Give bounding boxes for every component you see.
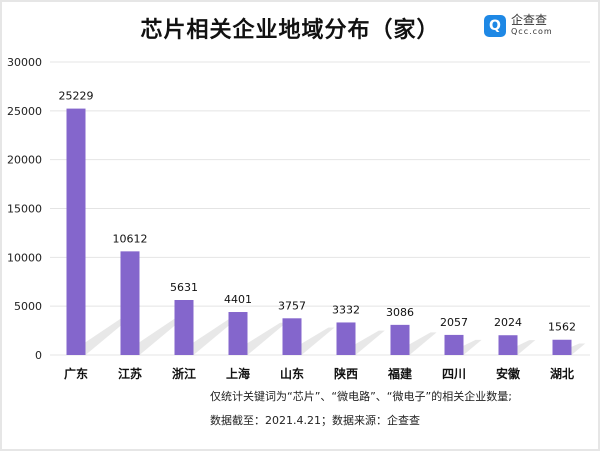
data-label: 1562 [548, 321, 576, 334]
bar [336, 322, 356, 355]
logo-name: 企查查 [511, 13, 548, 27]
x-tick-label: 安徽 [496, 366, 521, 381]
bar [282, 318, 302, 355]
x-tick-label: 四川 [442, 367, 466, 381]
x-tick-label: 浙江 [172, 366, 196, 381]
data-label: 3086 [386, 306, 414, 319]
y-tick-label: 20000 [7, 154, 42, 167]
bar [120, 251, 140, 355]
y-tick-label: 10000 [7, 251, 42, 264]
x-tick-label: 广东 [64, 366, 88, 381]
data-label: 2057 [440, 316, 468, 329]
y-tick-label: 15000 [7, 203, 42, 216]
y-tick-label: 25000 [7, 105, 42, 118]
bar [390, 324, 410, 355]
bar [552, 339, 572, 355]
data-label: 2024 [494, 316, 522, 329]
chart-title: 芯片相关企业地域分布（家） [140, 18, 440, 43]
data-label: 25229 [59, 90, 94, 103]
x-tick-label: 上海 [226, 366, 250, 381]
logo-url: Qcc.com [511, 27, 553, 36]
data-label: 3332 [332, 303, 360, 316]
x-tick-label: 福建 [387, 366, 413, 381]
x-tick-label: 山东 [280, 366, 304, 381]
y-tick-label: 0 [35, 349, 42, 362]
bar [174, 300, 194, 355]
y-tick-label: 30000 [7, 56, 42, 69]
y-tick-label: 5000 [14, 300, 42, 313]
logo-badge-icon: Q [484, 15, 506, 37]
bar [66, 108, 86, 355]
x-tick-label: 湖北 [550, 366, 574, 381]
x-tick-label: 陕西 [334, 366, 358, 381]
x-tick-label: 江苏 [118, 366, 142, 381]
footnote-scope: 仅统计关键词为“芯片”、“微电路”、“微电子”的相关企业数量; [210, 390, 512, 403]
bar [228, 312, 248, 355]
bar [444, 334, 464, 355]
data-label: 5631 [170, 281, 198, 294]
qcc-logo: Q 企查查 Qcc.com [484, 14, 553, 38]
data-label: 10612 [113, 232, 148, 245]
bar [498, 335, 518, 355]
footnote-source: 数据截至：2021.4.21；数据来源：企查查 [210, 414, 420, 427]
data-label: 4401 [224, 293, 252, 306]
data-label: 3757 [278, 299, 306, 312]
